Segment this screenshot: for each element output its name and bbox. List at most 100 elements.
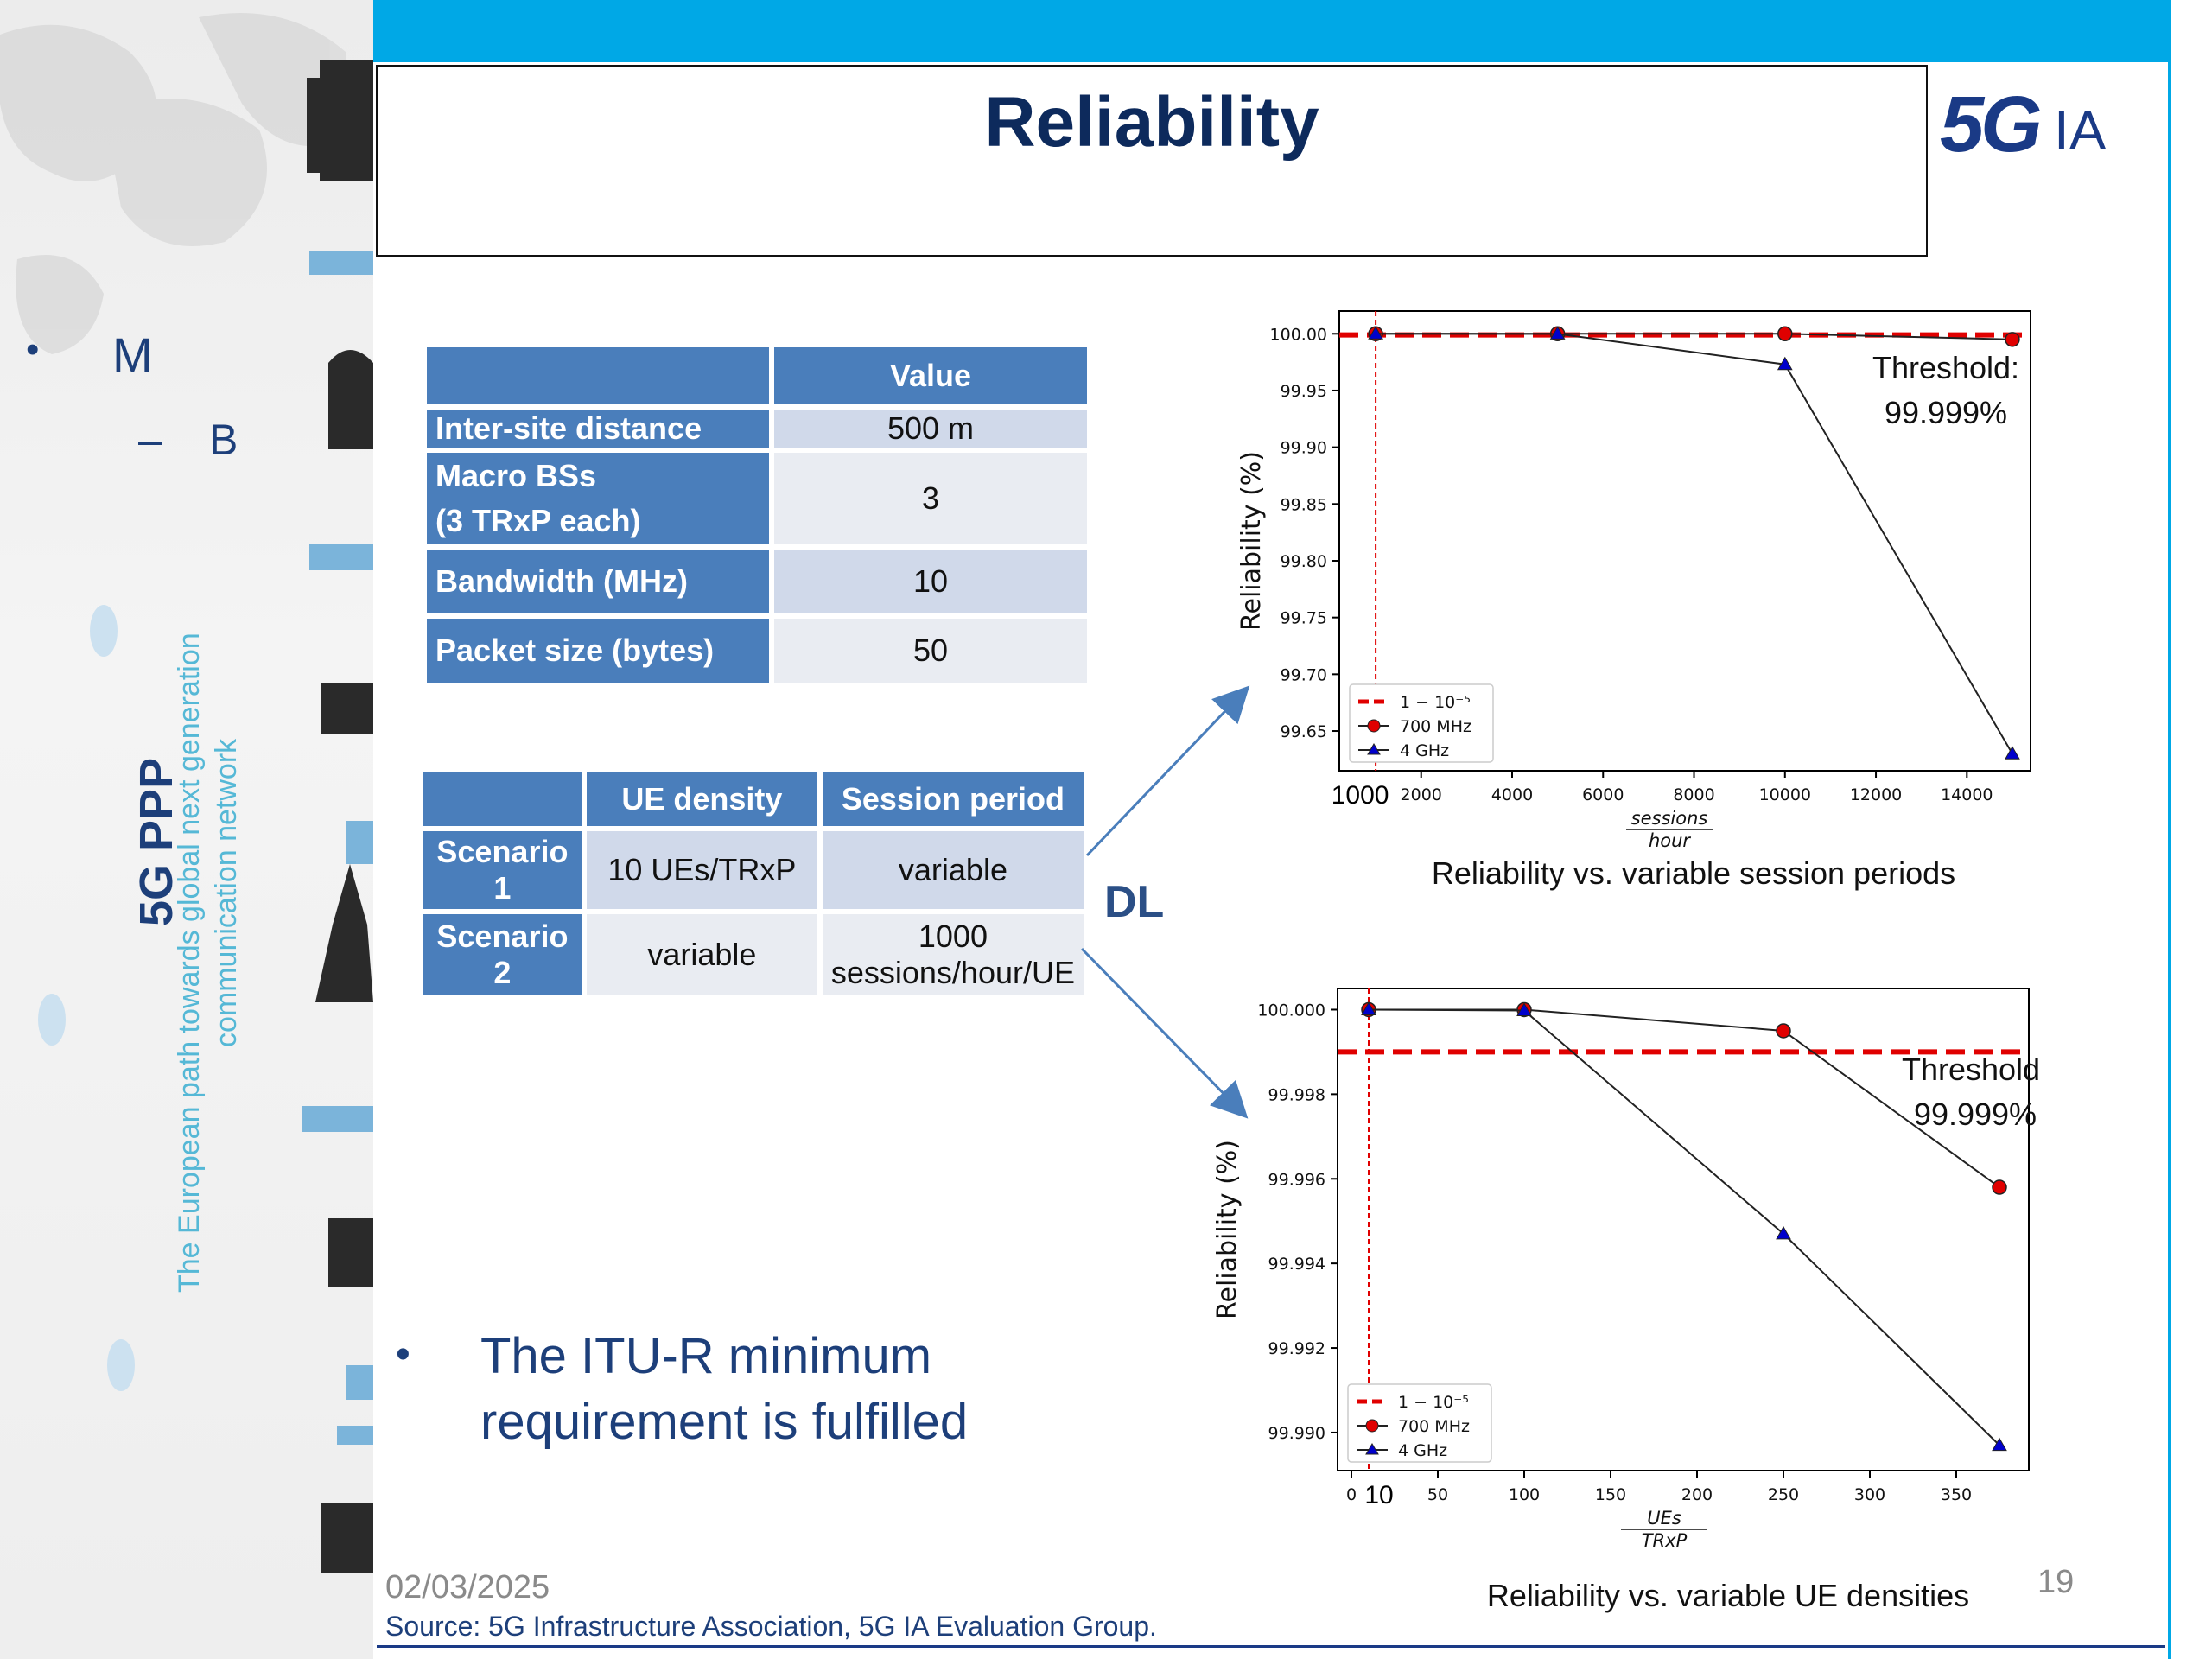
scenario-density: 10 UEs/TRxP — [586, 831, 817, 909]
top-accent-band — [373, 0, 2168, 62]
x-axis-label-numerator: sessions — [1631, 808, 1708, 829]
data-point-700mhz — [2005, 332, 2020, 347]
bullet-line-1: The ITU-R minimum — [480, 1328, 932, 1384]
x-axis-label-denominator: hour — [1649, 830, 1691, 851]
y-tick-label: 99.95 — [1281, 382, 1327, 401]
param-label-line-1: Macro BSs — [435, 458, 597, 493]
plot-frame — [1337, 988, 2030, 1471]
legend-700mhz-label: 700 MHz — [1400, 717, 1471, 736]
legend-threshold-label: 1 − 10⁻⁵ — [1400, 693, 1471, 712]
logo-mark: 5G — [1940, 80, 2043, 168]
y-axis-label: Reliability (%) — [1236, 451, 1267, 631]
threshold-annotation-line-2: 99.999% — [1885, 395, 2007, 430]
legend-700mhz-marker — [1367, 719, 1381, 733]
data-point-4ghz — [1776, 1225, 1791, 1240]
arrow-to-top-chart — [1085, 685, 1250, 857]
slide-source: Source: 5G Infrastructure Association, 5… — [385, 1611, 1157, 1642]
series-line-700mhz — [1369, 1008, 2000, 1188]
scenario-period: variable — [822, 831, 1084, 909]
scenario-label-line-2: 1 — [493, 870, 512, 906]
data-point-4ghz — [1549, 326, 1566, 340]
bullet-text: The ITU-R minimum requirement is fulfill… — [480, 1324, 968, 1455]
bullet-dot: • — [396, 1332, 410, 1377]
scenario-label-line-1: Scenario — [436, 834, 569, 869]
param-label: Bandwidth (MHz) — [427, 550, 769, 613]
page-title: Reliability — [984, 83, 1319, 162]
x-tick-label: 12000 — [1850, 785, 1902, 804]
chart-ue-densities: 100.000 99.998 99.996 99.994 99.992 99.990 0 50… — [1212, 988, 2039, 1551]
y-tick-label: 99.992 — [1268, 1339, 1325, 1358]
bullet-sub: B — [209, 416, 238, 464]
x-tick-label: 0 — [1346, 1485, 1357, 1504]
data-point-700mhz — [1776, 1023, 1791, 1039]
x-extra-tick-label: 10 — [1364, 1481, 1393, 1510]
y-tick-label: 99.90 — [1281, 439, 1327, 458]
param-header-value: Value — [774, 347, 1087, 404]
scenario-density: variable — [586, 914, 817, 995]
scenario-table: UE density Session period Scenario 1 10 … — [418, 767, 1089, 1001]
param-label-line-2: (3 TRxP each) — [435, 503, 641, 538]
slide-date: 02/03/2025 — [385, 1569, 550, 1605]
data-point-4ghz — [1516, 1002, 1532, 1016]
x-tick-label: 350 — [1941, 1485, 1972, 1504]
tagline-wrap-1: The European path towards global next ge… — [173, 632, 206, 1294]
scenario-period-line-2: sessions/hour/UE — [830, 955, 1075, 990]
scenario-label: Scenario 2 — [423, 914, 582, 995]
bullet-main: M — [112, 327, 153, 382]
y-tick-label: 99.994 — [1268, 1255, 1325, 1274]
decorative-sidebar: • M – B 5G PPP The European path towards… — [0, 0, 373, 1659]
arrow-to-bottom-chart — [1080, 947, 1249, 1119]
legend-4ghz-marker — [1365, 1443, 1379, 1455]
tagline-line-2: communication network — [210, 738, 243, 1047]
y-axis-label: Reliability (%) — [1212, 1140, 1243, 1319]
footer-rule — [377, 1645, 2165, 1648]
logo-text: IA — [2054, 99, 2107, 162]
series-line-4ghz — [1368, 1008, 2000, 1446]
x-axis-label-numerator: UEs — [1647, 1508, 1681, 1529]
x-extra-tick-label: 1000 — [1332, 781, 1389, 810]
x-axis-label-denominator: TRxP — [1642, 1530, 1688, 1551]
chart-2-caption: Reliability vs. variable UE densities — [1486, 1578, 1970, 1613]
legend-700mhz-label: 700 MHz — [1398, 1417, 1470, 1436]
chart-session-periods: 100.00 99.95 99.90 99.85 99.80 99.75 99.70 99.6… — [1236, 310, 2031, 851]
scenario-period-line-1: 1000 — [918, 918, 988, 954]
parameter-table: Value Inter-site distance 500 m Macro BS… — [422, 342, 1092, 688]
legend-threshold-label: 1 − 10⁻⁵ — [1398, 1393, 1469, 1412]
tagline-wrap-2: communication network — [210, 739, 243, 1048]
arrows — [1080, 685, 1250, 1119]
dl-label: DL — [1104, 877, 1165, 927]
logo-5gia: 5G IA — [1940, 79, 2147, 168]
data-point-4ghz — [2005, 746, 2020, 760]
param-value: 50 — [774, 619, 1087, 683]
x-tick-label: 150 — [1595, 1485, 1626, 1504]
legend-4ghz-label: 4 GHz — [1400, 741, 1449, 760]
legend-box — [1349, 683, 1494, 763]
threshold-annotation-line-1: Threshold: — [1872, 350, 2019, 385]
param-label: Inter-site distance — [427, 410, 769, 448]
y-tick-label: 99.75 — [1281, 609, 1327, 628]
page-number: 19 — [2037, 1564, 2075, 1600]
skyline-illustration — [0, 13, 373, 1573]
threshold-annotation-line-2: 99.999% — [1914, 1096, 2037, 1132]
data-point-4ghz — [1992, 1437, 2007, 1452]
x-tick-label: 300 — [1854, 1485, 1885, 1504]
y-tick-label: 100.000 — [1257, 1001, 1325, 1020]
param-label: Packet size (bytes) — [427, 619, 769, 683]
tagline-line-1: The European path towards global next ge… — [173, 632, 206, 1293]
param-value: 500 m — [774, 410, 1087, 448]
legend-4ghz-label: 4 GHz — [1398, 1441, 1447, 1460]
x-tick-label: 200 — [1681, 1485, 1713, 1504]
x-tick-label: 6000 — [1582, 785, 1624, 804]
x-tick-label: 50 — [1427, 1485, 1448, 1504]
scenario-label-line-2: 2 — [493, 955, 512, 990]
data-point-700mhz — [1992, 1179, 2007, 1195]
y-tick-label: 100.00 — [1270, 325, 1327, 344]
legend-box — [1347, 1383, 1492, 1463]
param-label: Macro BSs (3 TRxP each) — [427, 453, 769, 544]
y-tick-label: 99.85 — [1281, 495, 1327, 514]
bullet-dot: • — [26, 328, 40, 371]
scenario-period: 1000 sessions/hour/UE — [822, 914, 1084, 995]
y-tick-label: 99.65 — [1281, 722, 1327, 741]
scenario-header-empty — [423, 772, 582, 826]
y-tick-label: 99.998 — [1268, 1085, 1325, 1104]
